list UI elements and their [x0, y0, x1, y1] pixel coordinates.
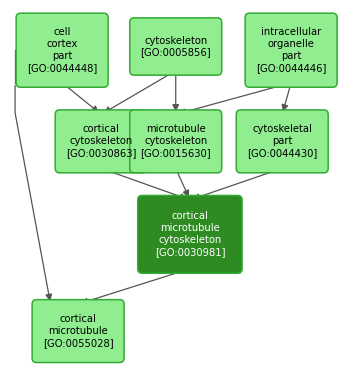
FancyBboxPatch shape [245, 13, 337, 87]
Text: cytoskeletal
part
[GO:0044430]: cytoskeletal part [GO:0044430] [247, 124, 317, 158]
FancyBboxPatch shape [16, 13, 108, 87]
Text: cell
cortex
part
[GO:0044448]: cell cortex part [GO:0044448] [27, 27, 97, 73]
Text: cortical
microtubule
cytoskeleton
[GO:0030981]: cortical microtubule cytoskeleton [GO:00… [155, 211, 225, 257]
FancyBboxPatch shape [130, 18, 222, 75]
Text: intracellular
organelle
part
[GO:0044446]: intracellular organelle part [GO:0044446… [256, 27, 326, 73]
Text: microtubule
cytoskeleton
[GO:0015630]: microtubule cytoskeleton [GO:0015630] [141, 124, 211, 158]
FancyBboxPatch shape [32, 300, 124, 362]
Text: cortical
microtubule
[GO:0055028]: cortical microtubule [GO:0055028] [43, 314, 113, 348]
FancyBboxPatch shape [138, 196, 242, 273]
FancyBboxPatch shape [236, 110, 328, 173]
Text: cortical
cytoskeleton
[GO:0030863]: cortical cytoskeleton [GO:0030863] [66, 124, 136, 158]
FancyBboxPatch shape [55, 110, 147, 173]
FancyBboxPatch shape [130, 110, 222, 173]
Text: cytoskeleton
[GO:0005856]: cytoskeleton [GO:0005856] [141, 35, 211, 58]
